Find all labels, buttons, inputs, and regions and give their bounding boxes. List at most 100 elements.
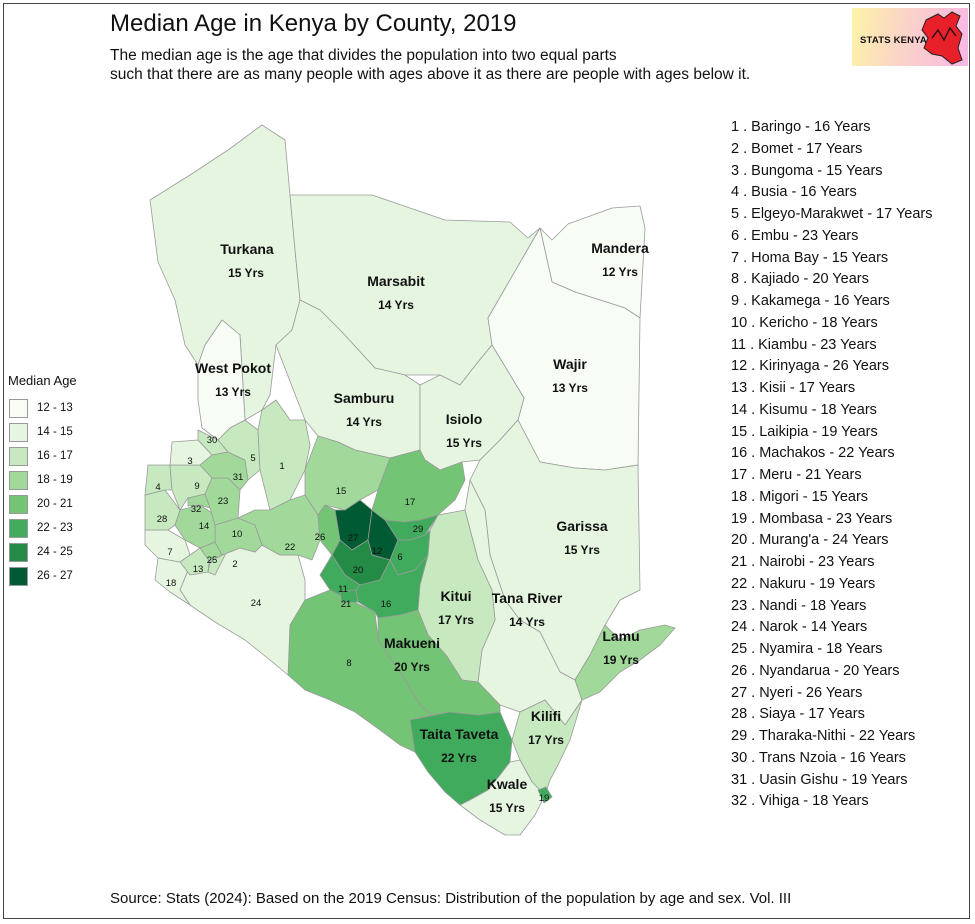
- value-taita-taveta: 22 Yrs: [441, 751, 477, 765]
- value-isiolo: 15 Yrs: [446, 436, 482, 450]
- legend-label: 24 - 25: [37, 546, 73, 558]
- county-turkana[interactable]: [149, 124, 301, 421]
- label-taita-taveta: Taita Taveta: [420, 726, 499, 742]
- value-tana-river: 14 Yrs: [509, 615, 545, 629]
- num-laikipia: 15: [336, 486, 347, 497]
- label-kwale: Kwale: [487, 776, 528, 792]
- value-makueni: 20 Yrs: [394, 660, 430, 674]
- num-kajiado: 8: [346, 658, 351, 669]
- county-list-item: 31 . Uasin Gishu - 19 Years: [731, 771, 908, 788]
- num-siaya: 28: [157, 514, 168, 525]
- label-kitui: Kitui: [440, 588, 471, 604]
- num-kisii: 13: [193, 564, 204, 575]
- county-busia[interactable]: [144, 464, 173, 496]
- legend-swatch: [9, 446, 28, 466]
- figure-frame: [3, 3, 970, 919]
- county-list-item: 13 . Kisii - 17 Years: [731, 380, 856, 396]
- value-turkana: 15 Yrs: [228, 266, 264, 280]
- legend-swatch: [9, 494, 28, 514]
- legend-label: 20 - 21: [37, 498, 73, 510]
- num-trans-nzoia: 30: [207, 435, 218, 446]
- label-makueni: Makueni: [384, 635, 440, 651]
- legend-label: 22 - 23: [37, 522, 73, 534]
- legend-swatch: [9, 470, 28, 490]
- num-baringo: 1: [279, 461, 284, 472]
- legend-swatch: [9, 398, 28, 418]
- label-lamu: Lamu: [602, 628, 639, 644]
- legend-label: 16 - 17: [37, 450, 73, 462]
- county-list-item: 6 . Embu - 23 Years: [731, 227, 859, 244]
- label-turkana: Turkana: [220, 241, 274, 257]
- county-list-item: 30 . Trans Nzoia - 16 Years: [731, 749, 906, 766]
- value-west-pokot: 13 Yrs: [215, 385, 251, 399]
- county-list-item: 10 . Kericho - 18 Years: [731, 314, 878, 331]
- label-marsabit: Marsabit: [367, 273, 425, 289]
- num-busia: 4: [155, 482, 160, 493]
- label-isiolo: Isiolo: [446, 411, 483, 427]
- label-samburu: Samburu: [334, 390, 395, 406]
- num-muranga: 20: [353, 565, 364, 576]
- label-tana-river: Tana River: [492, 590, 563, 606]
- county-baringo[interactable]: [257, 399, 311, 511]
- county-list-item: 26 . Nyandarua - 20 Years: [731, 662, 900, 679]
- legend: 12 - 13 14 - 15 16 - 17 18 - 19 20 - 21 22 - …: [9, 396, 73, 588]
- county-list-item: 24 . Narok - 14 Years: [731, 619, 868, 636]
- value-samburu: 14 Yrs: [346, 415, 382, 429]
- county-mombasa[interactable]: [537, 786, 553, 804]
- county-list-item: 29 . Tharaka-Nithi - 22 Years: [731, 728, 916, 744]
- num-kirinyaga: 12: [372, 546, 383, 557]
- county-list-item: 12 . Kirinyaga - 26 Years: [731, 358, 889, 375]
- county-list-item: 19 . Mombasa - 23 Years: [731, 510, 893, 527]
- county-list-item: 20 . Murang'a - 24 Years: [731, 532, 889, 549]
- legend-swatch: [9, 542, 28, 562]
- num-tharaka-nithi: 29: [413, 524, 424, 535]
- num-nyamira: 25: [207, 555, 218, 566]
- num-machakos: 16: [381, 599, 392, 610]
- num-kisumu: 14: [199, 521, 210, 532]
- num-migori: 18: [166, 578, 177, 589]
- county-kilifi[interactable]: [511, 699, 583, 796]
- county-list-item: 25 . Nyamira - 18 Years: [731, 641, 883, 657]
- legend-item: 12 - 13: [9, 396, 73, 420]
- county-list-item: 17 . Meru - 21 Years: [731, 467, 862, 483]
- subtitle-line-1: The median age is the age that divides t…: [110, 47, 617, 64]
- county-list-item: 9 . Kakamega - 16 Years: [731, 293, 890, 309]
- num-mombasa: 19: [539, 793, 550, 804]
- legend-item: 16 - 17: [9, 444, 73, 468]
- num-kakamega: 9: [194, 481, 199, 492]
- county-kisumu[interactable]: [174, 504, 216, 549]
- legend-item: 24 - 25: [9, 540, 73, 564]
- county-lamu[interactable]: [574, 624, 676, 701]
- county-list-item: 4 . Busia - 16 Years: [731, 184, 857, 201]
- county-list-item: 18 . Migori - 15 Years: [731, 488, 869, 505]
- value-kitui: 17 Yrs: [438, 613, 474, 627]
- county-list-item: 32 . Vihiga - 18 Years: [731, 793, 869, 810]
- num-nakuru: 22: [285, 542, 296, 553]
- county-list-item: 5 . Elgeyo-Marakwet - 17 Years: [731, 206, 933, 222]
- county-laikipia[interactable]: [304, 435, 391, 516]
- legend-label: 18 - 19: [37, 474, 73, 486]
- county-elgeyo-marakwet[interactable]: [217, 419, 261, 481]
- num-kericho: 10: [232, 529, 243, 540]
- label-west-pokot: West Pokot: [195, 360, 271, 376]
- value-mandera: 12 Yrs: [602, 265, 638, 279]
- num-embu: 6: [397, 552, 402, 563]
- label-garissa: Garissa: [556, 518, 608, 534]
- county-list-item: 14 . Kisumu - 18 Years: [731, 401, 877, 418]
- num-elgeyo-marakwet: 5: [250, 453, 255, 464]
- county-machakos[interactable]: [355, 554, 429, 619]
- county-kwale[interactable]: [459, 759, 546, 836]
- source-note: Source: Stats (2024): Based on the 2019 …: [110, 890, 792, 907]
- num-nairobi: 21: [341, 599, 352, 610]
- legend-item: 18 - 19: [9, 468, 73, 492]
- num-nandi: 23: [218, 496, 229, 507]
- legend-item: 14 - 15: [9, 420, 73, 444]
- num-narok: 24: [251, 598, 262, 609]
- county-list-item: 2 . Bomet - 17 Years: [731, 140, 863, 157]
- county-list-item: 7 . Homa Bay - 15 Years: [731, 249, 889, 266]
- subtitle-line-2: such that there are as many people with …: [110, 66, 751, 83]
- kenya-outline-icon: [921, 11, 963, 65]
- legend-swatch: [9, 422, 28, 442]
- county-list-item: 15 . Laikipia - 19 Years: [731, 423, 878, 440]
